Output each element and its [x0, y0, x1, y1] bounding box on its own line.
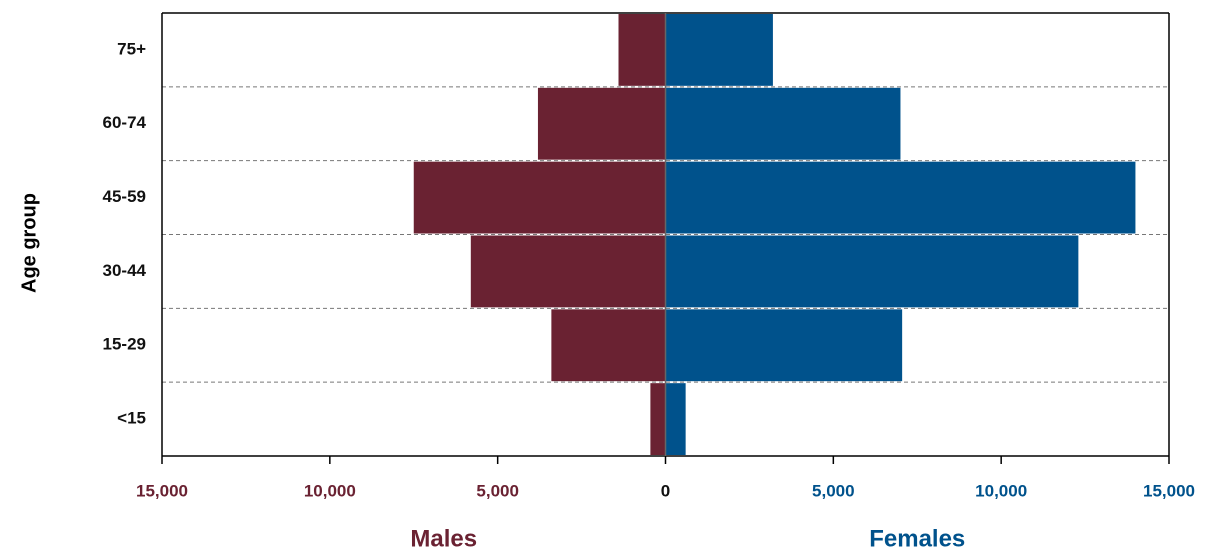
legend-label: Males — [410, 525, 477, 552]
y-tick-label: 45-59 — [103, 187, 146, 206]
bar — [537, 87, 666, 160]
x-tick-label: 10,000 — [975, 481, 1027, 500]
x-tick-label: 5,000 — [476, 481, 519, 500]
y-tick-label: 15-29 — [103, 335, 146, 354]
y-axis-label: Age group — [18, 193, 40, 293]
x-tick-label: 0 — [661, 481, 670, 500]
bar — [665, 235, 1079, 308]
y-tick-label: 75+ — [117, 39, 146, 58]
x-tick-label: 15,000 — [1143, 481, 1195, 500]
bar — [665, 383, 686, 455]
x-tick-label: 15,000 — [136, 481, 188, 500]
bar — [665, 161, 1136, 234]
bar — [650, 383, 666, 455]
bar — [413, 161, 666, 234]
legend-label: Females — [869, 525, 965, 552]
y-tick-label: 30-44 — [103, 261, 147, 280]
bar — [665, 87, 901, 160]
y-tick-label: 60-74 — [103, 113, 147, 132]
x-tick-label: 5,000 — [812, 481, 855, 500]
bar — [618, 14, 666, 86]
x-tick-label: 10,000 — [304, 481, 356, 500]
bar — [551, 309, 666, 382]
bar — [470, 235, 666, 308]
bar — [665, 309, 903, 382]
bar — [665, 14, 773, 86]
y-tick-label: <15 — [117, 409, 146, 428]
